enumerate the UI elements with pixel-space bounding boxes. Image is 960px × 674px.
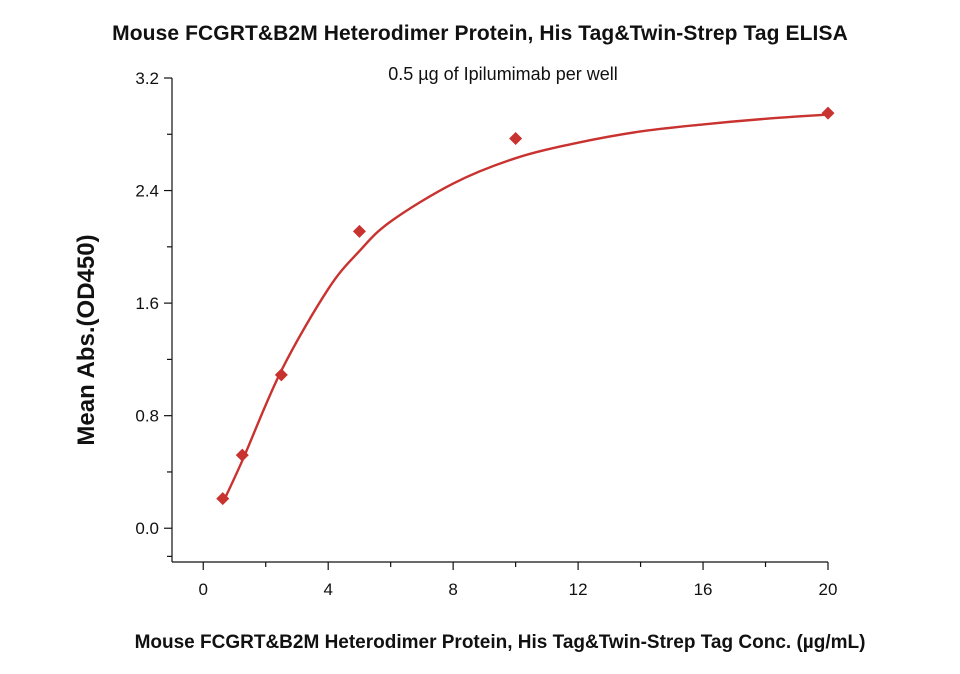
y-tick-label: 0.8 — [135, 407, 159, 426]
data-point — [352, 224, 366, 238]
x-tick-label: 16 — [694, 580, 713, 599]
data-point — [821, 106, 835, 120]
x-tick-label: 4 — [323, 580, 332, 599]
chart-subtitle: 0.5 µg of Ipilumimab per well — [388, 64, 617, 84]
chart-title: Mouse FCGRT&B2M Heterodimer Protein, His… — [112, 22, 848, 45]
data-point — [274, 368, 288, 382]
fit-curve — [221, 113, 829, 504]
data-point — [235, 448, 249, 462]
y-tick-label: 1.6 — [135, 294, 159, 313]
y-ticks: 0.0 0.8 1.6 2.4 3.2 — [135, 69, 172, 557]
y-axis-title: Mean Abs.(OD450) — [73, 234, 100, 445]
x-tick-label: 12 — [569, 580, 588, 599]
data-point — [509, 132, 523, 145]
data-points — [216, 106, 835, 506]
x-axis-title: Mouse FCGRT&B2M Heterodimer Protein, His… — [135, 632, 866, 653]
x-tick-label: 20 — [819, 580, 838, 599]
x-tick-label: 8 — [448, 580, 457, 599]
x-ticks: 0 4 8 12 16 20 — [199, 562, 838, 599]
y-tick-label: 2.4 — [135, 182, 159, 201]
y-tick-label: 3.2 — [135, 69, 159, 88]
axes — [171, 78, 828, 563]
data-point — [216, 492, 230, 506]
x-tick-label: 0 — [199, 580, 208, 599]
y-tick-label: 0.0 — [135, 519, 159, 538]
